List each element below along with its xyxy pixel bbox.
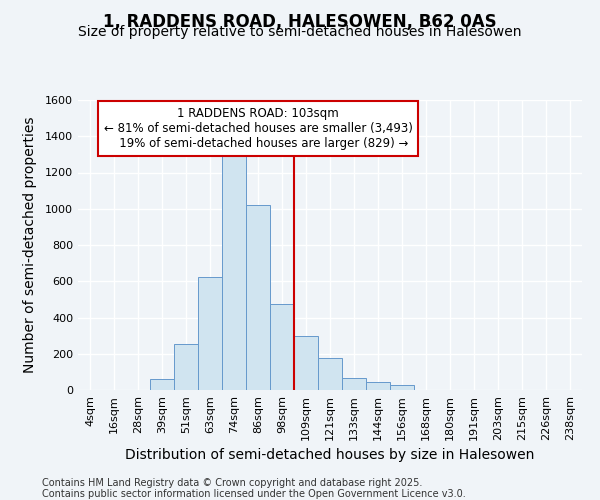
Bar [270,304,294,390]
Bar [246,205,270,390]
Text: Size of property relative to semi-detached houses in Halesowen: Size of property relative to semi-detach… [78,25,522,39]
Y-axis label: Number of semi-detached properties: Number of semi-detached properties [23,116,37,373]
Bar [318,358,342,390]
Bar [198,276,222,390]
Bar [294,336,318,390]
Text: Contains HM Land Registry data © Crown copyright and database right 2025.
Contai: Contains HM Land Registry data © Crown c… [42,478,466,499]
Bar [342,378,366,390]
Bar [390,386,414,390]
Bar [174,344,198,390]
Text: 1, RADDENS ROAD, HALESOWEN, B62 0AS: 1, RADDENS ROAD, HALESOWEN, B62 0AS [103,12,497,30]
X-axis label: Distribution of semi-detached houses by size in Halesowen: Distribution of semi-detached houses by … [125,448,535,462]
Text: 1 RADDENS ROAD: 103sqm
← 81% of semi-detached houses are smaller (3,493)
   19% : 1 RADDENS ROAD: 103sqm ← 81% of semi-det… [104,108,412,150]
Bar [150,379,174,390]
Bar [366,382,390,390]
Bar [222,152,246,390]
